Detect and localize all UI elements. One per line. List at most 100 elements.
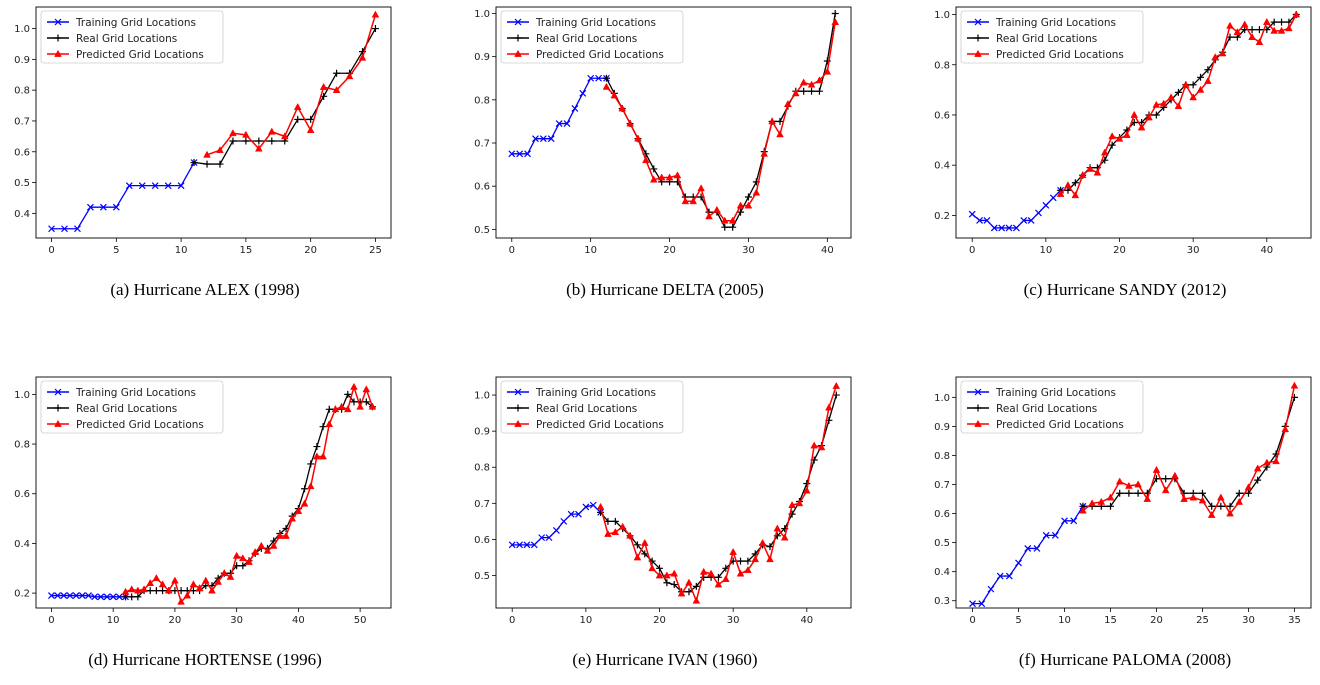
data-point xyxy=(371,10,380,18)
axes-frame xyxy=(495,6,852,239)
data-point xyxy=(604,517,612,525)
data-point xyxy=(626,531,634,539)
y-tick-label: 0.7 xyxy=(14,116,30,127)
data-point xyxy=(112,203,120,211)
data-point xyxy=(201,576,210,584)
data-point xyxy=(1056,189,1065,197)
data-point xyxy=(1125,481,1133,489)
y-tick-label: 0.4 xyxy=(934,567,950,578)
data-point xyxy=(642,156,650,164)
data-point xyxy=(356,402,364,410)
series-real-grid-locations xyxy=(1079,393,1298,510)
axes-frame xyxy=(35,6,392,239)
data-point xyxy=(1115,134,1124,142)
data-point xyxy=(1197,73,1205,81)
data-point xyxy=(670,581,678,589)
data-point xyxy=(190,159,198,167)
data-point xyxy=(729,547,737,555)
y-tick-label: 0.8 xyxy=(14,86,30,97)
data-point xyxy=(134,593,142,601)
data-point xyxy=(1277,26,1286,34)
data-point xyxy=(280,132,289,140)
data-point xyxy=(313,452,321,460)
y-tick-label: 1.0 xyxy=(14,24,30,35)
data-point xyxy=(596,502,605,510)
data-point xyxy=(1189,493,1198,501)
legend-marker xyxy=(974,404,982,412)
data-point xyxy=(61,225,68,233)
data-point xyxy=(293,102,302,110)
data-point xyxy=(171,576,179,584)
data-point xyxy=(109,593,117,601)
legend-marker xyxy=(54,34,62,42)
data-point xyxy=(633,541,641,549)
data-point xyxy=(232,551,241,559)
data-point xyxy=(91,593,99,601)
data-point xyxy=(1270,26,1278,34)
y-tick-label: 0.7 xyxy=(474,139,490,150)
data-point xyxy=(220,569,229,577)
data-point xyxy=(350,398,358,406)
data-point xyxy=(332,86,341,94)
data-point xyxy=(795,499,804,507)
chart-caption: (d) Hurricane HORTENSE (1996) xyxy=(88,650,322,669)
legend-marker xyxy=(514,388,522,396)
data-point xyxy=(1244,483,1253,491)
x-tick-label: 0 xyxy=(48,245,54,256)
data-point xyxy=(1049,194,1057,202)
data-point xyxy=(1226,21,1234,29)
data-point xyxy=(1070,517,1078,525)
data-point xyxy=(1108,141,1116,149)
data-point xyxy=(239,554,247,562)
legend-entry: Real Grid Locations xyxy=(996,33,1097,45)
data-point xyxy=(595,74,602,82)
data-point xyxy=(362,398,370,406)
data-point xyxy=(1226,502,1234,510)
data-point xyxy=(294,507,303,514)
data-point xyxy=(1204,66,1212,74)
data-point xyxy=(815,76,824,84)
chart-panel-1: 0 10 20 30 40 0.5 0.6 0.7 0.8 0.9 1.0 Training Grid… xyxy=(460,0,870,315)
y-tick-label: 0.9 xyxy=(14,55,30,66)
data-point xyxy=(744,557,752,565)
y-tick-label: 0.8 xyxy=(934,451,950,462)
series-line xyxy=(605,21,836,222)
x-tick-label: 30 xyxy=(230,615,243,626)
x-tick-label: 30 xyxy=(1242,615,1255,626)
legend-entry: Real Grid Locations xyxy=(996,403,1097,415)
legend-entry: Predicted Grid Locations xyxy=(536,419,664,431)
series-line xyxy=(511,77,607,155)
data-point xyxy=(713,205,721,213)
data-point xyxy=(1100,148,1109,156)
data-point xyxy=(768,117,776,125)
data-point xyxy=(1226,509,1234,517)
data-point xyxy=(700,573,708,581)
data-point xyxy=(325,420,334,428)
data-point xyxy=(611,528,620,536)
data-point xyxy=(1253,464,1262,472)
data-point xyxy=(697,184,705,192)
data-point xyxy=(1012,224,1020,232)
data-point xyxy=(831,9,839,17)
legend-entry: Predicted Grid Locations xyxy=(536,49,664,61)
legend: Training Grid Locations Real Grid Locatio… xyxy=(500,380,684,434)
data-point xyxy=(1211,53,1220,61)
series-training-grid-locations xyxy=(968,186,1065,232)
y-tick-label: 0.6 xyxy=(934,110,950,121)
data-point xyxy=(1180,494,1188,502)
data-point xyxy=(146,579,155,587)
data-point xyxy=(831,17,840,25)
data-point xyxy=(127,585,136,593)
legend-box xyxy=(500,10,684,64)
data-point xyxy=(1254,476,1262,484)
data-point xyxy=(983,216,991,224)
data-point xyxy=(1278,18,1286,26)
data-point xyxy=(976,216,983,224)
data-point xyxy=(587,74,595,82)
legend-entry: Training Grid Locations xyxy=(535,17,656,29)
y-tick-label: 0.8 xyxy=(934,60,950,71)
data-point xyxy=(282,531,290,539)
data-point xyxy=(177,182,185,190)
data-point xyxy=(1217,493,1225,501)
data-point xyxy=(1093,168,1102,176)
